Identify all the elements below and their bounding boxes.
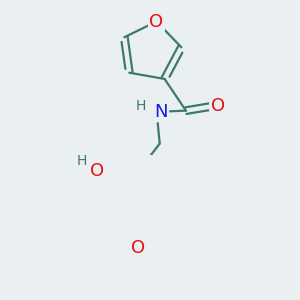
Text: O: O bbox=[90, 162, 104, 180]
Text: H: H bbox=[136, 99, 146, 113]
Text: N: N bbox=[154, 103, 168, 121]
Text: O: O bbox=[131, 239, 145, 257]
Text: O: O bbox=[149, 13, 164, 31]
Text: O: O bbox=[211, 97, 225, 115]
Text: H: H bbox=[76, 154, 87, 168]
